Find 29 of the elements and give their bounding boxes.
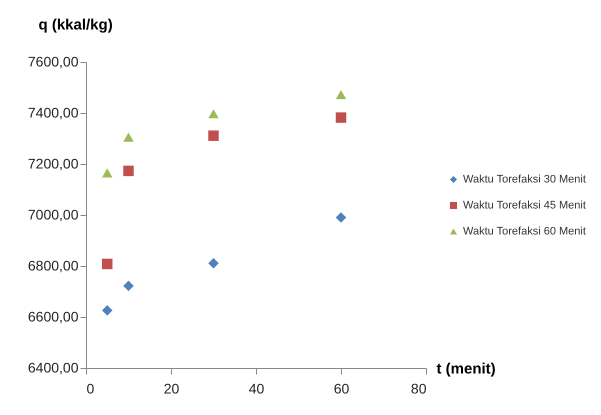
y-tick-label: 7000,00 [28,206,79,222]
y-tick-label: 7400,00 [28,104,79,120]
point [336,90,346,100]
point [336,212,346,223]
point [208,130,219,141]
legend-label: Waktu Torefaksi 30 Menit [463,174,586,186]
point [208,258,219,268]
y-tick-label: 7200,00 [28,156,79,172]
point [123,166,134,176]
x-tick-label: 0 [86,380,94,396]
point [102,258,112,270]
x-tick-label: 80 [410,380,427,396]
x-tick-label: 40 [248,380,264,396]
y-tick-label: 6600,00 [28,308,79,324]
y-tick-label: 6800,00 [28,258,79,274]
x-axis-title: t (menit) [436,360,496,378]
x-tick-label: 20 [164,380,180,396]
y-tick-label: 7600,00 [28,54,79,70]
y-tick-label: 6400,00 [28,360,79,376]
point [102,168,112,178]
point [123,280,134,292]
legend-label: Waktu Torefaksi 60 Menit [463,226,586,238]
point [123,132,134,142]
x-tick-label: 60 [334,380,350,396]
point [102,305,112,316]
point [336,112,346,123]
y-axis-title: q (kkal/kg) [38,16,113,34]
point [208,109,219,118]
legend-label: Waktu Torefaksi 45 Menit [463,200,586,212]
